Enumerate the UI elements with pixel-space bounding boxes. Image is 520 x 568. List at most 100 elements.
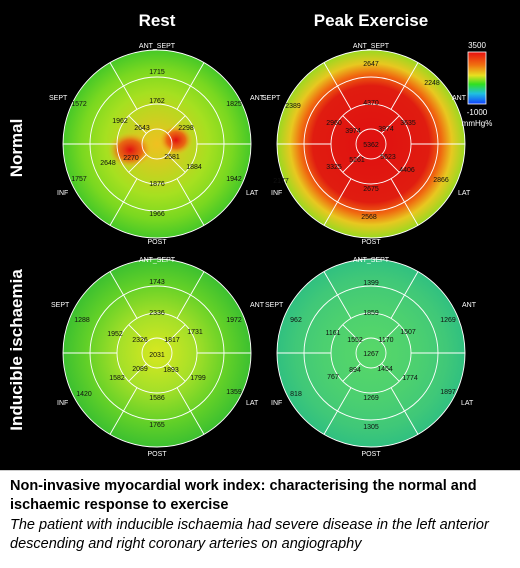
- segment-value: 1420: [76, 391, 92, 398]
- label-sept: SEPT: [262, 95, 281, 102]
- grid-spoke: [109, 201, 124, 226]
- grid-spoke: [128, 363, 147, 382]
- segment-value: 1359: [226, 389, 242, 396]
- segment-value: 1859: [363, 310, 379, 317]
- caption-title: Non-invasive myocardial work index: char…: [10, 478, 477, 513]
- segment-value: 2089: [132, 366, 148, 373]
- color-scale-bar: [467, 51, 487, 105]
- label-post: POST: [361, 451, 381, 458]
- grid-spoke: [123, 387, 138, 412]
- label-ant-sept: ANT_SEPT: [139, 43, 176, 50]
- grid-spoke: [176, 85, 191, 110]
- segment-value: 1884: [186, 164, 202, 171]
- grid-spoke: [323, 201, 338, 226]
- segment-value: 4406: [399, 167, 415, 174]
- grid-spoke: [390, 178, 405, 203]
- label-inf: INF: [271, 190, 282, 197]
- segment-value: 2248: [424, 80, 440, 87]
- segment-value: 2643: [134, 125, 150, 132]
- segment-value: 818: [290, 391, 302, 398]
- row-header-inducible-ischaemia: Inducible ischaemia: [7, 269, 26, 431]
- grid-spoke: [404, 62, 419, 87]
- segment-value: 2177: [273, 178, 289, 185]
- column-header-peak-exercise: Peak Exercise: [314, 11, 428, 30]
- segment-value: 1552: [347, 337, 363, 344]
- segment-value: 2336: [149, 310, 165, 317]
- segment-value: 1799: [190, 375, 206, 382]
- grid-spoke: [381, 363, 400, 382]
- segment-value: 1743: [149, 279, 165, 286]
- bullseye-disk: [63, 50, 251, 238]
- label-ant-sept: ANT_SEPT: [353, 257, 390, 264]
- bullseye-disk: [277, 50, 465, 238]
- grid-spoke: [337, 387, 352, 412]
- grid-ring: [141, 337, 173, 369]
- segment-value: 1454: [377, 366, 393, 373]
- segment-value: 1170: [378, 337, 393, 344]
- segment-value: 1966: [149, 211, 165, 218]
- grid-spoke: [381, 154, 400, 173]
- label-sept: SEPT: [49, 95, 68, 102]
- segment-value: 962: [290, 317, 302, 324]
- label-post: POST: [361, 239, 381, 246]
- grid-spoke: [176, 178, 191, 203]
- segment-value: 1972: [226, 317, 242, 324]
- grid-spoke: [176, 387, 191, 412]
- hotspot: [159, 125, 193, 155]
- grid-spoke: [404, 410, 419, 435]
- label-ant: ANT: [250, 95, 265, 102]
- grid-spoke: [381, 324, 400, 343]
- segment-value: 2568: [361, 214, 377, 221]
- grid-spoke: [323, 62, 338, 87]
- values-normal-rest: 1715 1825 1942 1966 1757 1572 1762 1884 …: [71, 69, 242, 218]
- label-inf: INF: [57, 400, 68, 407]
- label-ant: ANT: [462, 302, 477, 309]
- segment-value: 1962: [112, 118, 128, 125]
- segment-value: 1161: [325, 330, 340, 337]
- grid-spoke: [381, 115, 400, 134]
- grid-spoke: [123, 85, 138, 110]
- grid-spoke: [337, 294, 352, 319]
- label-sept: SEPT: [265, 302, 284, 309]
- segment-value: 2960: [326, 120, 342, 127]
- caption-subtitle: The patient with inducible ischaemia had…: [10, 517, 489, 552]
- label-lat: LAT: [246, 400, 259, 407]
- segment-value: 2647: [363, 61, 379, 68]
- hotspot: [108, 132, 152, 168]
- segment-value: 2389: [285, 103, 301, 110]
- grid-spoke: [390, 387, 405, 412]
- segment-value: 1582: [109, 375, 125, 382]
- bullseye-disk: [277, 259, 465, 447]
- grid-spoke: [167, 324, 186, 343]
- segment-grid: [276, 49, 466, 239]
- grid-spoke: [109, 271, 124, 296]
- label-ant-sept: ANT_SEPT: [139, 257, 176, 264]
- caption: Non-invasive myocardial work index: char…: [0, 470, 520, 568]
- grid-spoke: [390, 294, 405, 319]
- segment-value: 1952: [107, 331, 123, 338]
- grid-spoke: [342, 115, 361, 134]
- segment-value: 1825: [226, 101, 242, 108]
- segment-value: 1269: [363, 395, 379, 402]
- segment-value: 894: [349, 367, 361, 374]
- values-normal-peak: 2647 2248 2866 2568 2177 2389 3635 4406 …: [273, 61, 449, 221]
- grid-spoke: [176, 294, 191, 319]
- grid-spoke: [128, 154, 147, 173]
- segment-value: 1876: [149, 181, 165, 188]
- label-post: POST: [147, 451, 167, 458]
- color-scale-min: -1000: [467, 108, 488, 117]
- label-ant: ANT: [452, 95, 467, 102]
- grid-spoke: [390, 85, 405, 110]
- column-header-rest: Rest: [139, 11, 176, 30]
- grid-spoke: [123, 178, 138, 203]
- grid-spoke: [404, 271, 419, 296]
- segment-value: 2866: [433, 177, 449, 184]
- grid-ring: [355, 128, 387, 160]
- bullseye-figure: Rest Peak Exercise Normal Inducible isch…: [7, 11, 492, 458]
- grid-spoke: [167, 363, 186, 382]
- bullseye-normal-rest: [62, 49, 252, 239]
- grid-ring: [141, 128, 173, 160]
- row-header-normal: Normal: [7, 119, 26, 178]
- segment-value: 1817: [164, 337, 180, 344]
- label-ant-sept: ANT_SEPT: [353, 43, 390, 50]
